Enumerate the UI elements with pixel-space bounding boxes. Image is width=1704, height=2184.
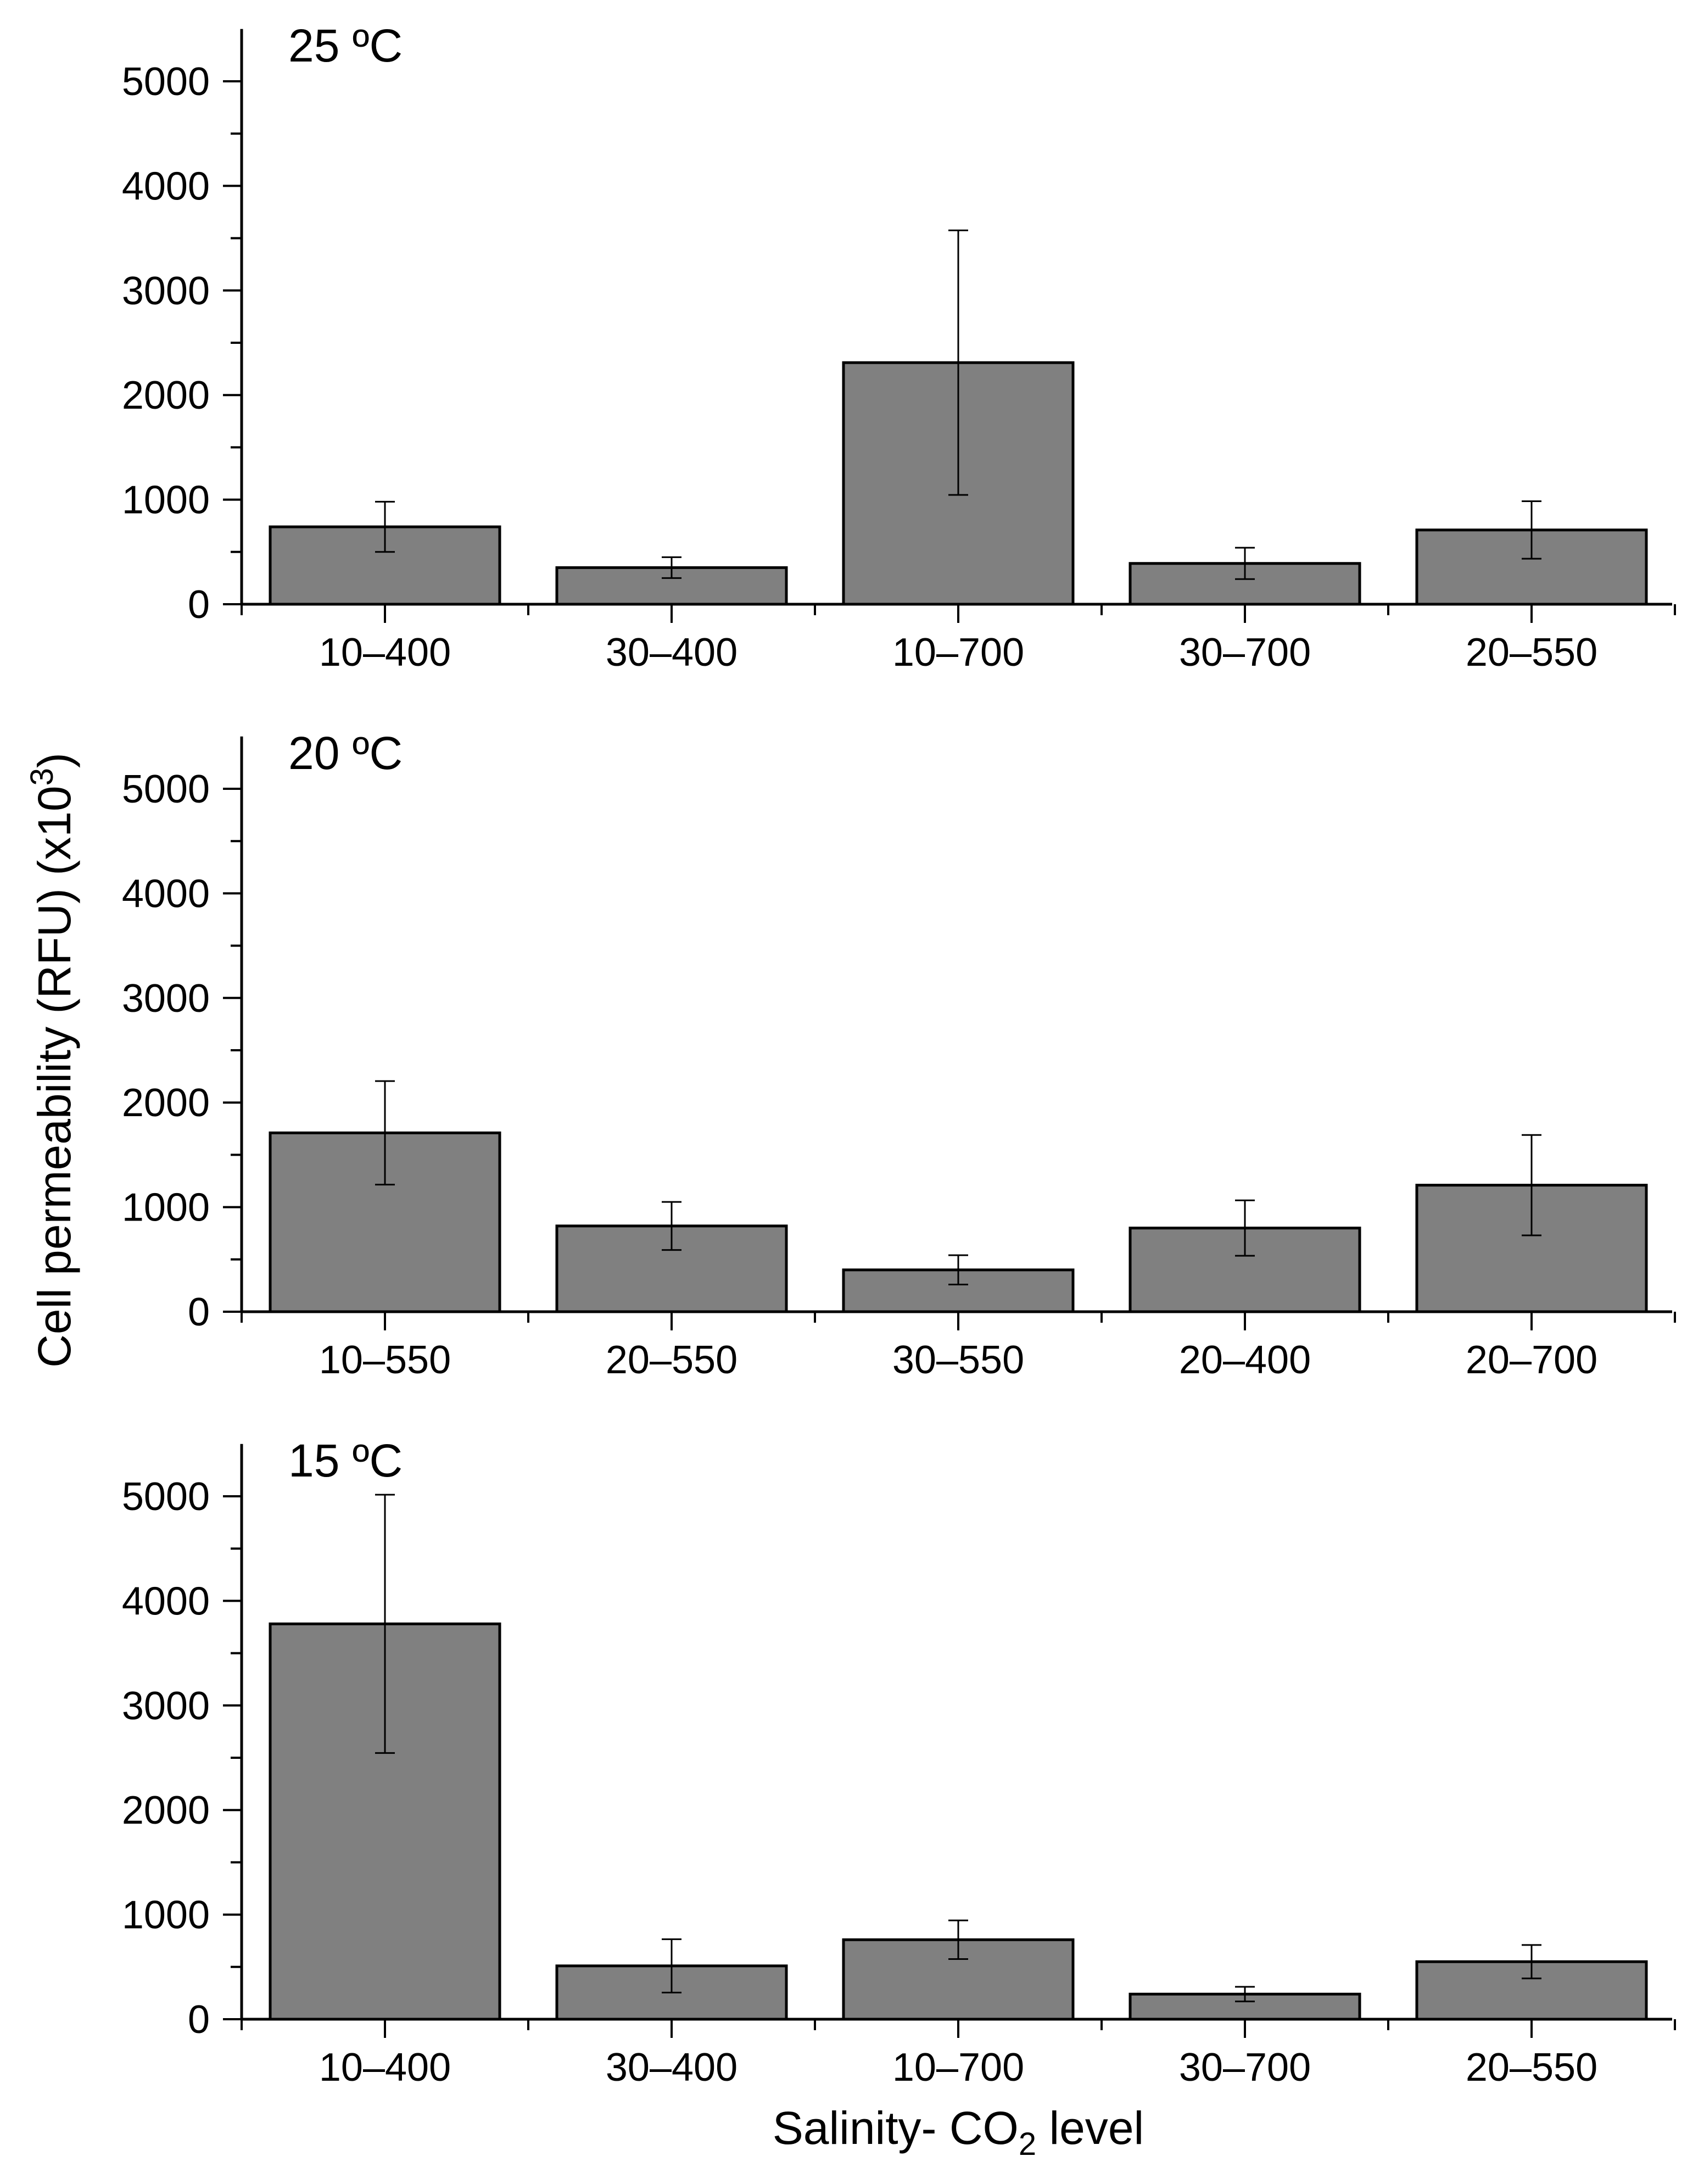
x-tick-label: 20–550 (606, 1338, 738, 1382)
panel-title: 25 ºC (288, 20, 403, 71)
x-tick-label: 20–550 (1466, 2046, 1597, 2090)
y-tick-label: 5000 (122, 767, 210, 811)
y-tick-label: 2000 (122, 1789, 210, 1832)
y-axis-title-sup: 3 (24, 768, 60, 785)
y-tick-label: 3000 (122, 269, 210, 313)
y-tick-label: 3000 (122, 977, 210, 1021)
y-tick-label: 4000 (122, 1579, 210, 1623)
panel-title: 15 ºC (288, 1435, 403, 1486)
x-tick-label: 10–400 (319, 631, 451, 675)
panel-20c: 0 1000 2000 3000 4000 5000 10–550 20–550 30–550 2… (122, 727, 1676, 1382)
y-tick-label: 0 (188, 1290, 210, 1334)
x-tick-label: 30–700 (1179, 631, 1311, 675)
y-tick-label: 1000 (122, 1186, 210, 1230)
x-tick-label: 30–400 (606, 2046, 738, 2090)
y-axis-title-close: ) (29, 753, 80, 768)
y-tick-label: 4000 (122, 872, 210, 916)
y-tick-label: 5000 (122, 1475, 210, 1519)
x-tick-label: 30–700 (1179, 2046, 1311, 2090)
x-tick-label: 20–550 (1466, 631, 1597, 675)
y-tick-label: 0 (188, 583, 210, 627)
y-tick-label: 3000 (122, 1684, 210, 1728)
x-tick-label: 20–400 (1179, 1338, 1311, 1382)
x-tick-label: 30–400 (606, 631, 738, 675)
x-axis-title-post: level (1036, 2102, 1144, 2154)
y-tick-label: 1000 (122, 1893, 210, 1937)
panel-25c: 0 1000 2000 3000 4000 5000 10–400 30–400 10–700 3… (122, 20, 1676, 675)
x-axis-title-sub: 2 (1019, 2126, 1036, 2162)
panel-title: 20 ºC (288, 727, 403, 779)
x-tick-label: 30–550 (892, 1338, 1024, 1382)
y-tick-label: 4000 (122, 164, 210, 208)
panel-15c: 0 1000 2000 3000 4000 5000 10–400 30–400 10–700 3… (122, 1435, 1676, 2090)
y-axis-title: Cell permeability (RFU) (x103) (24, 753, 80, 1368)
y-tick-label: 2000 (122, 1081, 210, 1125)
x-tick-label: 10–400 (319, 2046, 451, 2090)
y-tick-label: 0 (188, 1998, 210, 2042)
y-axis-title-main: Cell permeability (RFU) (x10 (29, 785, 80, 1368)
x-tick-label: 10–700 (892, 2046, 1024, 2090)
x-tick-label: 20–700 (1466, 1338, 1597, 1382)
x-tick-label: 10–700 (892, 631, 1024, 675)
y-tick-label: 1000 (122, 478, 210, 522)
y-tick-label: 2000 (122, 374, 210, 417)
x-tick-label: 10–550 (319, 1338, 451, 1382)
x-axis-title: Salinity- CO2 level (773, 2102, 1144, 2162)
y-tick-label: 5000 (122, 60, 210, 104)
x-axis-title-main: Salinity- CO (773, 2102, 1019, 2154)
